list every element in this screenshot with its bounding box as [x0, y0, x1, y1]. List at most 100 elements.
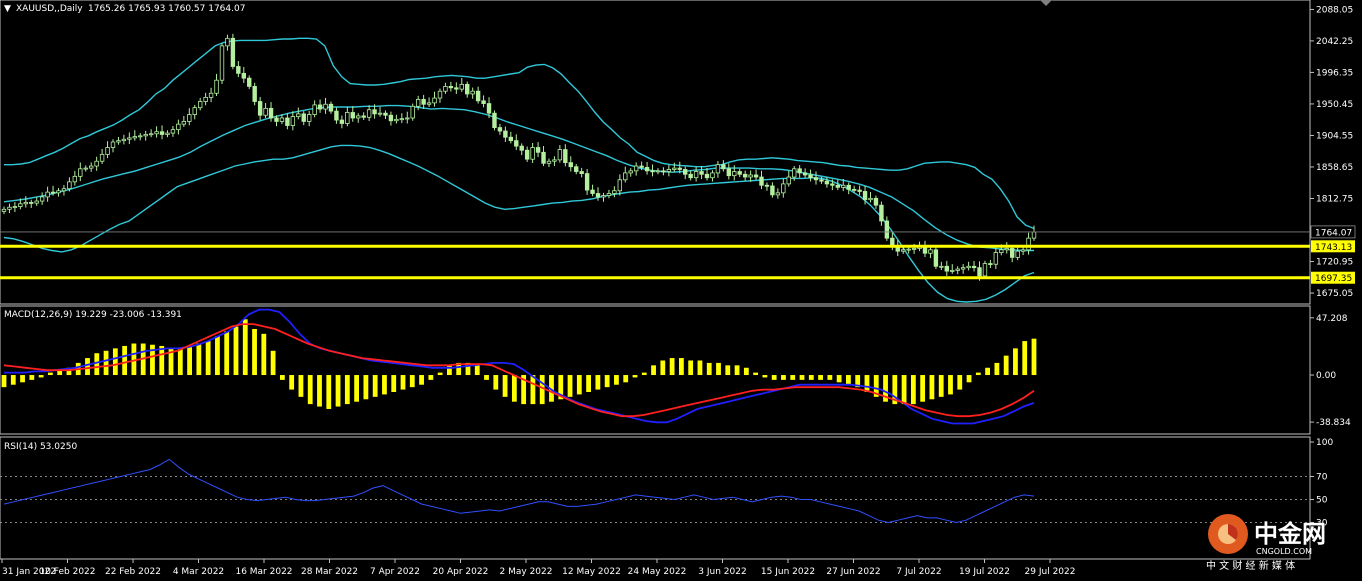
candle	[50, 185, 56, 196]
candle-body	[541, 151, 546, 164]
candle-body	[361, 115, 366, 118]
macd-bar	[382, 375, 387, 395]
candle	[683, 166, 688, 180]
macd-bar	[261, 333, 267, 376]
candle-body	[775, 192, 781, 196]
candle	[868, 192, 873, 203]
candle	[693, 167, 699, 182]
candle-body	[377, 112, 383, 115]
macd-bar	[883, 375, 888, 402]
candle-body	[650, 170, 655, 173]
candle-body	[530, 147, 535, 160]
candle-body	[557, 149, 563, 161]
macd-histogram	[1, 319, 1037, 409]
candle	[465, 81, 470, 98]
candle	[808, 169, 813, 182]
candle	[519, 143, 524, 156]
date-tick-label: 22 Feb 2022	[105, 567, 161, 577]
macd-bar	[177, 348, 183, 376]
candle-body	[574, 166, 579, 172]
candle	[421, 94, 426, 110]
candle-body	[61, 188, 67, 192]
candle	[143, 130, 148, 141]
date-tick-label: 3 Jun 2022	[698, 567, 746, 577]
candle-body	[955, 268, 960, 271]
candle-body	[901, 249, 906, 252]
candle	[928, 247, 933, 259]
candle-body	[715, 164, 721, 174]
candle-body	[824, 180, 830, 185]
macd-bar	[734, 365, 740, 376]
candle	[323, 97, 328, 114]
scroll-marker-icon[interactable]	[1040, 0, 1052, 6]
candle-body	[279, 117, 285, 122]
candle-body	[590, 189, 595, 194]
candle	[39, 192, 45, 205]
macd-bar	[595, 375, 601, 390]
macd-bar	[391, 375, 397, 392]
candle	[127, 132, 132, 145]
macd-bar	[493, 375, 499, 390]
candle	[236, 61, 241, 78]
macd-bar	[298, 375, 304, 397]
macd-bar	[688, 360, 694, 376]
candle-body	[301, 113, 306, 122]
candle-body	[737, 171, 742, 175]
candle	[132, 130, 137, 141]
candle-body	[486, 103, 492, 114]
candle-body	[306, 114, 312, 122]
candle	[197, 97, 203, 111]
candle	[546, 158, 552, 168]
macd-bar	[864, 375, 870, 392]
candle-body	[764, 184, 770, 187]
price-tick-label: 1675.05	[1316, 289, 1353, 299]
candle	[388, 111, 394, 126]
date-tick-label: 19 Jul 2022	[959, 567, 1010, 577]
macd-bar	[326, 375, 332, 409]
candle	[666, 164, 672, 177]
candle	[448, 81, 454, 92]
candle-body	[873, 197, 879, 206]
candle	[644, 161, 650, 175]
candle	[437, 88, 443, 103]
candle	[1004, 242, 1009, 254]
candle	[552, 156, 557, 167]
candle-body	[568, 162, 573, 168]
candle-body	[366, 109, 372, 118]
candle-body	[950, 270, 955, 272]
candle-body	[841, 184, 846, 188]
candle-body	[906, 248, 911, 251]
macd-bar	[344, 375, 350, 405]
candle	[677, 161, 682, 174]
rsi-axis: 100 70 50 30	[1310, 438, 1333, 529]
macd-bar	[678, 358, 684, 376]
level-label-1: 1697.35	[1315, 274, 1352, 284]
candle	[383, 110, 388, 120]
macd-bar	[873, 375, 879, 397]
candle	[753, 169, 759, 180]
macd-bar	[38, 375, 44, 378]
bollinger-bands	[3, 37, 1035, 303]
candle-body	[524, 149, 530, 160]
candle-body	[154, 131, 159, 135]
candle-body	[285, 117, 290, 126]
candle	[824, 177, 830, 188]
macd-bar	[317, 375, 322, 407]
candle-body	[317, 104, 323, 110]
candle-body	[334, 110, 339, 121]
candle	[1015, 247, 1020, 261]
macd-bar	[836, 375, 842, 383]
candle	[34, 197, 39, 206]
macd-bar	[539, 375, 545, 405]
candle-body	[268, 107, 274, 119]
candle-body	[835, 184, 841, 188]
candle-body	[644, 167, 650, 172]
rsi-gridlines	[0, 476, 1310, 523]
date-tick-label: 2 May 2022	[500, 567, 553, 577]
candle-body	[225, 37, 230, 47]
candle	[99, 148, 105, 164]
macd-bar	[846, 375, 851, 385]
macd-bar	[975, 372, 981, 376]
macd-bar	[94, 353, 100, 376]
candle-body	[781, 183, 786, 194]
